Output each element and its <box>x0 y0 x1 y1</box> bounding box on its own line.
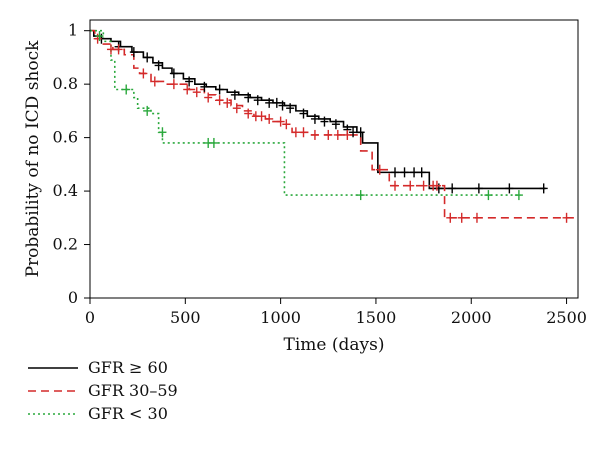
censor-mark <box>244 108 253 119</box>
y-tick-label: 0.6 <box>53 128 78 147</box>
censor-mark <box>410 167 419 178</box>
censor-mark <box>291 127 300 138</box>
x-tick-label: 2000 <box>451 308 492 327</box>
censor-mark <box>257 111 266 122</box>
censor-mark <box>143 105 152 116</box>
y-tick-label: 1 <box>68 21 78 40</box>
censor-mark <box>183 84 192 95</box>
censor-mark <box>286 103 295 114</box>
x-tick-label: 1500 <box>356 308 397 327</box>
censor-mark <box>310 113 319 124</box>
censor-mark <box>215 95 224 106</box>
x-tick-label: 1000 <box>260 308 301 327</box>
censor-mark <box>204 92 213 103</box>
censor-mark <box>265 97 274 108</box>
x-tick-label: 0 <box>85 308 95 327</box>
y-tick-label: 0.2 <box>53 235 78 254</box>
y-axis-ticks: 0 0.2 0.4 0.6 0.8 1 <box>53 21 90 307</box>
censor-mark <box>457 212 466 223</box>
censor-mark <box>333 129 342 140</box>
censor-mark <box>400 167 409 178</box>
censor-mark <box>185 76 194 87</box>
censor-mark <box>356 127 365 138</box>
x-axis-ticks: 0 500 1000 1500 2000 2500 <box>85 298 587 327</box>
y-tick-label: 0.8 <box>53 74 78 93</box>
censor-markers-layer <box>93 31 571 223</box>
censor-mark <box>419 180 428 191</box>
censor-mark <box>282 119 291 130</box>
censor-mark <box>253 95 262 106</box>
censor-mark <box>122 84 131 95</box>
censor-mark <box>154 60 163 71</box>
censor-mark <box>223 97 232 108</box>
censor-mark <box>272 97 281 108</box>
censor-mark <box>209 137 218 148</box>
censor-mark <box>192 87 201 98</box>
censor-mark <box>343 129 352 140</box>
censor-mark <box>158 127 167 138</box>
censor-mark <box>539 183 548 194</box>
censor-mark <box>114 44 123 55</box>
x-axis-label: Time (days) <box>284 335 385 355</box>
censor-mark <box>417 167 426 178</box>
censor-mark <box>129 47 138 58</box>
y-tick-label: 0 <box>68 288 78 307</box>
censor-mark <box>448 183 457 194</box>
censor-mark <box>406 180 415 191</box>
censor-mark <box>299 108 308 119</box>
censor-mark <box>434 183 443 194</box>
censor-mark <box>95 31 104 42</box>
censor-mark <box>150 76 159 87</box>
censor-mark <box>446 212 455 223</box>
censor-mark <box>276 116 285 127</box>
legend-label-0: GFR ≥ 60 <box>88 358 168 377</box>
censor-mark <box>106 44 115 55</box>
censor-mark <box>244 92 253 103</box>
censor-mark <box>215 84 224 95</box>
y-tick-label: 0.4 <box>53 181 78 200</box>
censor-mark <box>169 68 178 79</box>
censor-mark <box>505 183 514 194</box>
censor-mark <box>562 212 571 223</box>
legend: GFR ≥ 60 GFR 30–59 GFR < 30 <box>28 358 178 423</box>
y-axis-label: Probability of no ICD shock <box>23 40 43 278</box>
censor-mark <box>391 180 399 191</box>
censor-mark <box>474 183 483 194</box>
censor-mark <box>299 127 308 138</box>
censor-mark <box>230 89 239 100</box>
censor-mark <box>356 190 365 201</box>
censor-mark <box>278 100 287 111</box>
censor-mark <box>484 190 493 201</box>
censor-mark <box>514 190 523 201</box>
x-tick-label: 500 <box>170 308 201 327</box>
censor-mark <box>139 68 148 79</box>
censor-mark <box>232 103 241 114</box>
legend-label-1: GFR 30–59 <box>88 381 178 400</box>
censor-mark <box>320 116 329 127</box>
plot-frame <box>89 19 579 299</box>
censor-mark <box>310 129 319 140</box>
censor-mark <box>324 129 333 140</box>
censor-mark <box>93 33 102 44</box>
x-tick-label: 2500 <box>546 308 587 327</box>
series-line-0 <box>90 29 546 190</box>
censor-mark <box>375 164 384 175</box>
censor-mark <box>391 167 399 178</box>
censor-mark <box>349 127 358 138</box>
censor-mark <box>265 113 274 124</box>
legend-label-2: GFR < 30 <box>88 404 168 423</box>
censor-mark <box>200 81 209 92</box>
censor-mark <box>331 119 340 130</box>
censor-mark <box>472 212 481 223</box>
censor-mark <box>143 52 152 63</box>
censor-mark <box>169 79 178 90</box>
censor-mark <box>432 180 441 191</box>
series-line-2 <box>90 29 521 196</box>
